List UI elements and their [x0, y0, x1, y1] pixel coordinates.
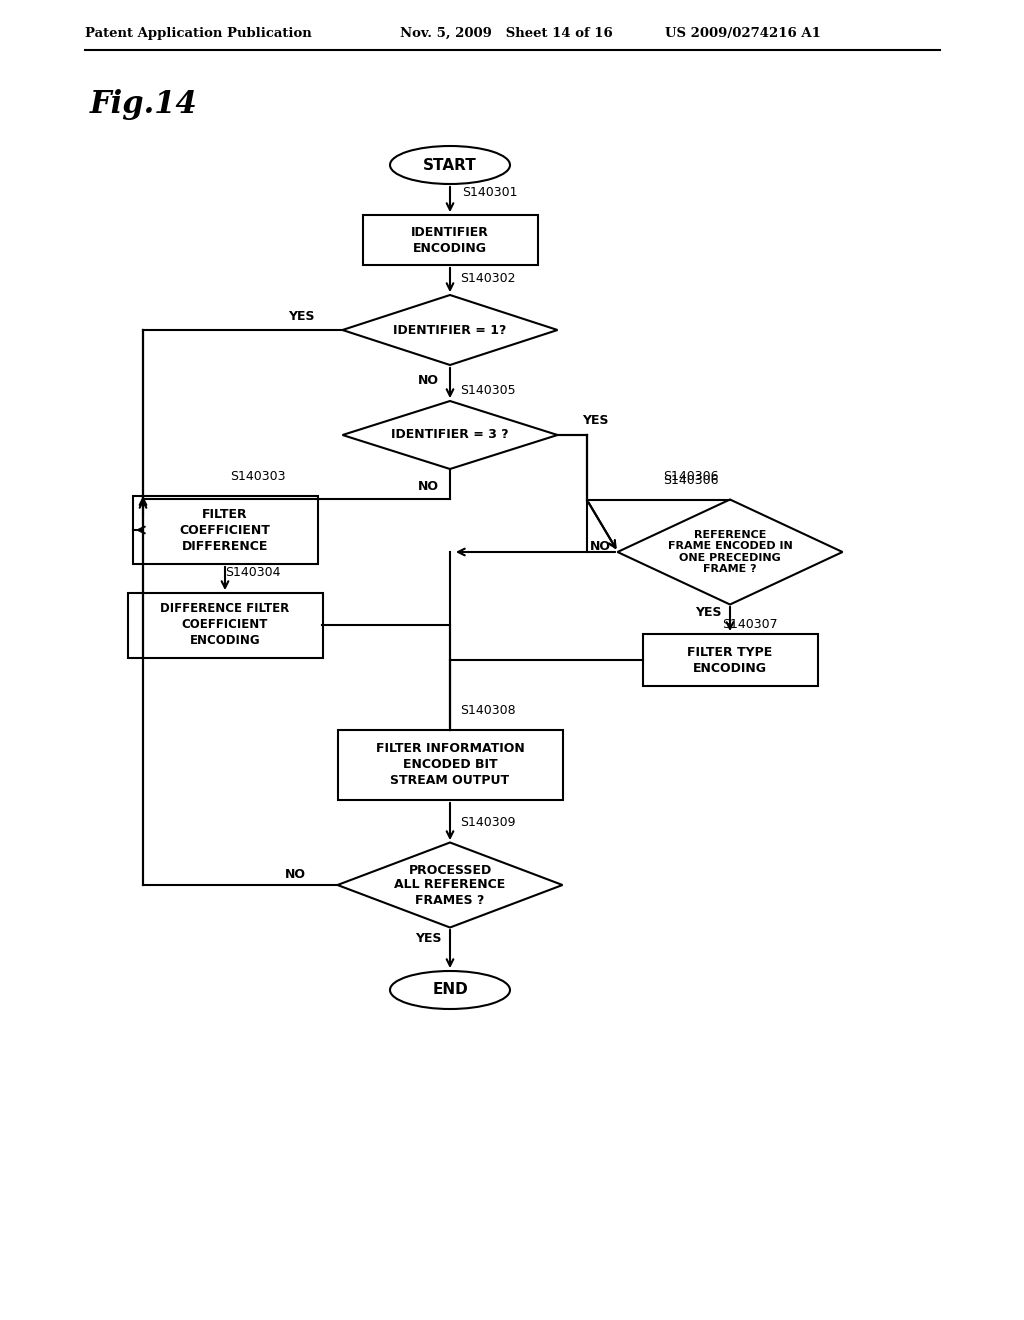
Text: S140308: S140308 — [460, 704, 516, 717]
Text: YES: YES — [288, 309, 314, 322]
Text: S140306: S140306 — [663, 474, 719, 487]
Text: S140309: S140309 — [460, 816, 515, 829]
Text: NO: NO — [590, 540, 610, 553]
Text: S140305: S140305 — [460, 384, 516, 396]
Text: PROCESSED
ALL REFERENCE
FRAMES ?: PROCESSED ALL REFERENCE FRAMES ? — [394, 863, 506, 907]
Text: NO: NO — [285, 869, 305, 882]
Text: FILTER INFORMATION
ENCODED BIT
STREAM OUTPUT: FILTER INFORMATION ENCODED BIT STREAM OU… — [376, 742, 524, 788]
Text: IDENTIFIER = 1?: IDENTIFIER = 1? — [393, 323, 507, 337]
Text: NO: NO — [418, 374, 438, 387]
Text: S140307: S140307 — [722, 618, 777, 631]
Text: S140306: S140306 — [663, 470, 719, 483]
Text: FILTER
COEFFICIENT
DIFFERENCE: FILTER COEFFICIENT DIFFERENCE — [179, 507, 270, 553]
Text: REFERENCE
FRAME ENCODED IN
ONE PRECEDING
FRAME ?: REFERENCE FRAME ENCODED IN ONE PRECEDING… — [668, 529, 793, 574]
Text: START: START — [423, 157, 477, 173]
Text: S140301: S140301 — [462, 186, 517, 199]
Text: END: END — [432, 982, 468, 998]
Text: FILTER TYPE
ENCODING: FILTER TYPE ENCODING — [687, 645, 773, 675]
Text: US 2009/0274216 A1: US 2009/0274216 A1 — [665, 26, 821, 40]
Text: NO: NO — [418, 480, 438, 494]
Text: YES: YES — [582, 414, 608, 428]
Text: Patent Application Publication: Patent Application Publication — [85, 26, 311, 40]
Text: IDENTIFIER
ENCODING: IDENTIFIER ENCODING — [411, 226, 488, 255]
Text: Fig.14: Fig.14 — [90, 90, 198, 120]
Text: DIFFERENCE FILTER
COEFFICIENT
ENCODING: DIFFERENCE FILTER COEFFICIENT ENCODING — [161, 602, 290, 648]
Text: YES: YES — [694, 606, 721, 619]
Text: S140303: S140303 — [230, 470, 286, 483]
Text: IDENTIFIER = 3 ?: IDENTIFIER = 3 ? — [391, 429, 509, 441]
Text: S140302: S140302 — [460, 272, 515, 285]
Text: S140304: S140304 — [225, 565, 281, 578]
Text: YES: YES — [415, 932, 441, 945]
Text: Nov. 5, 2009   Sheet 14 of 16: Nov. 5, 2009 Sheet 14 of 16 — [400, 26, 612, 40]
